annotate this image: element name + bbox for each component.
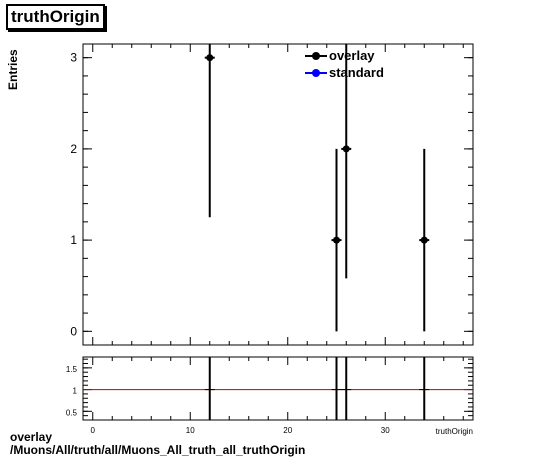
ratio-frame <box>82 356 474 421</box>
overlay-point <box>206 54 214 62</box>
ratio-plot: 0.5 1 1.5 0 10 20 30 truthOrigin <box>66 356 474 436</box>
main-y-tick-label: 3 <box>70 51 77 65</box>
ratio-y-tick-label: 0.5 <box>66 408 78 417</box>
ratio-y-tick-label: 1 <box>73 387 78 396</box>
main-plot: 0 1 2 3 <box>70 43 474 346</box>
legend-entry-overlay: overlay <box>305 47 384 64</box>
ratio-x-tick-label: 20 <box>283 426 292 435</box>
overlay-point <box>342 145 350 153</box>
chart-title: truthOrigin <box>6 4 105 30</box>
footer-caption: overlay /Muons/All/truth/all/Muons_All_t… <box>10 431 305 457</box>
main-frame <box>82 43 474 346</box>
footer-line-1: overlay <box>10 430 53 444</box>
main-y-tick-label: 0 <box>70 324 77 338</box>
ratio-x-axis-label: truthOrigin <box>436 427 473 436</box>
ratio-x-tick-label: 0 <box>91 426 96 435</box>
ratio-y-tick-label: 1.5 <box>66 365 78 374</box>
footer-line-2: /Muons/All/truth/all/Muons_All_truth_all… <box>10 443 306 457</box>
legend: overlay standard <box>305 47 384 81</box>
legend-label-standard: standard <box>329 65 384 80</box>
legend-entry-standard: standard <box>305 64 384 81</box>
y-axis-label: Entries <box>6 49 20 90</box>
main-y-tick-label: 1 <box>70 233 77 247</box>
legend-marker-standard <box>305 67 327 79</box>
overlay-point <box>333 236 340 244</box>
ratio-x-tick-label: 10 <box>186 426 195 435</box>
legend-label-overlay: overlay <box>329 48 375 63</box>
overlay-point <box>420 236 428 244</box>
ratio-x-tick-label: 30 <box>381 426 390 435</box>
main-y-tick-label: 2 <box>70 142 77 156</box>
legend-marker-overlay <box>305 50 327 62</box>
